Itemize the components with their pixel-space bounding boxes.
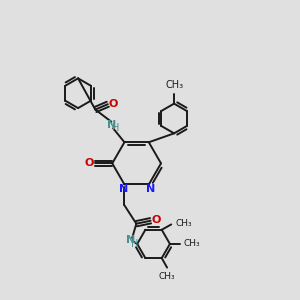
- Text: N: N: [146, 184, 155, 194]
- Text: CH₃: CH₃: [184, 239, 200, 248]
- Text: H: H: [112, 123, 119, 133]
- Text: CH₃: CH₃: [159, 272, 176, 281]
- Text: CH₃: CH₃: [176, 219, 192, 228]
- Text: H: H: [131, 239, 138, 249]
- Text: N: N: [119, 184, 128, 194]
- Text: CH₃: CH₃: [165, 80, 183, 90]
- Text: O: O: [109, 99, 118, 109]
- Text: N: N: [126, 236, 135, 245]
- Text: O: O: [151, 215, 160, 225]
- Text: O: O: [84, 158, 94, 168]
- Text: N: N: [107, 120, 116, 130]
